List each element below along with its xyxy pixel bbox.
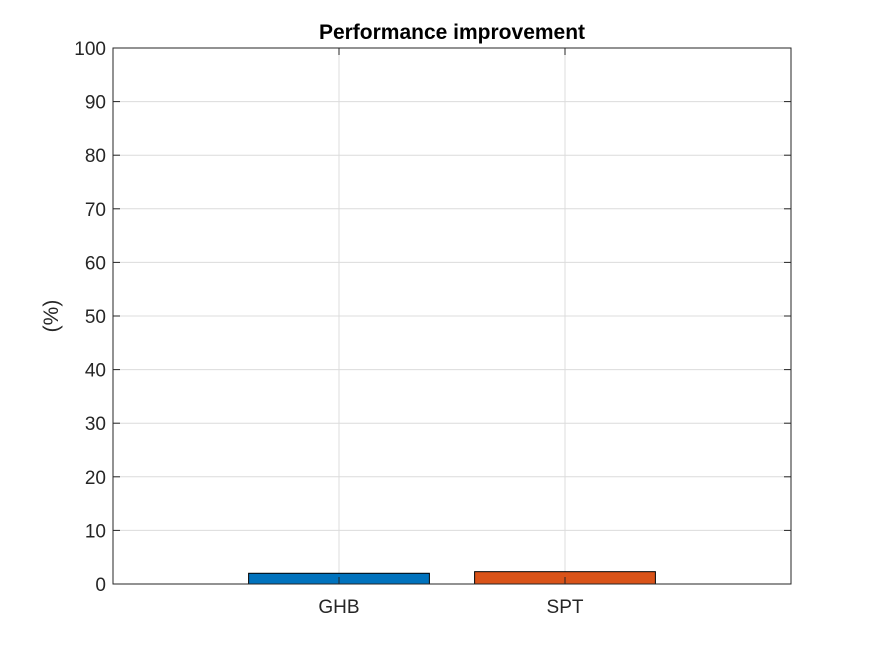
ticks: 0 10 20 30 40 50 60 70 80 90 100 GHB SPT: [74, 39, 791, 618]
y-tick-label: 50: [85, 307, 106, 328]
y-tick-label: 10: [85, 521, 106, 542]
chart-title: Performance improvement: [319, 21, 585, 44]
y-tick-label: 0: [95, 575, 106, 596]
y-tick-label: 90: [85, 93, 106, 114]
x-tick-label: SPT: [547, 597, 584, 618]
y-tick-label: 60: [85, 253, 106, 274]
x-tick-label: GHB: [318, 597, 359, 618]
y-tick-label: 100: [74, 39, 106, 60]
y-tick-label: 40: [85, 361, 106, 382]
y-tick-label: 80: [85, 146, 106, 167]
y-tick-label: 70: [85, 200, 106, 221]
y-tick-label: 20: [85, 468, 106, 489]
y-tick-label: 30: [85, 414, 106, 435]
y-axis-label: (%): [40, 300, 63, 333]
grid-lines: [113, 48, 791, 584]
